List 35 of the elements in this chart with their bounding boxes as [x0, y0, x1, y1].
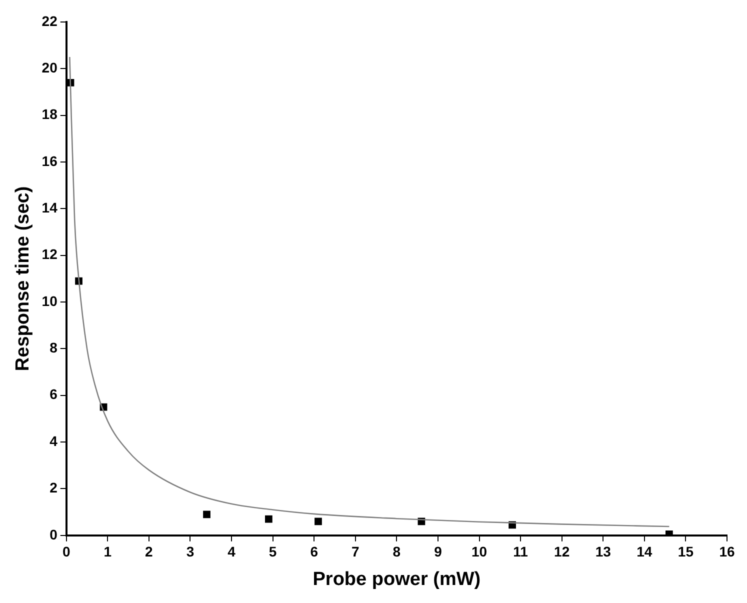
x-tick-label: 12	[554, 544, 570, 560]
x-tick-label: 4	[228, 544, 236, 560]
x-tick-label: 2	[145, 544, 154, 560]
y-tick-label: 12	[42, 246, 58, 262]
y-tick-label: 22	[42, 12, 58, 29]
x-axis-title: Probe power (mW)	[312, 568, 481, 590]
y-tick-label: 4	[50, 432, 58, 449]
x-tick-label: 6	[310, 544, 318, 560]
x-tick-label: 0	[62, 544, 70, 560]
y-tick-label: 20	[42, 60, 58, 76]
y-tick-label: 10	[42, 292, 58, 309]
point	[314, 518, 322, 526]
y-tick-label: 16	[42, 152, 58, 169]
y-tick-label: 2	[50, 480, 58, 496]
x-tick-label: 9	[434, 544, 442, 560]
x-tick-label: 1	[104, 544, 112, 560]
x-tick-label: 8	[392, 544, 401, 560]
x-tick-label: 7	[352, 544, 360, 560]
y-axis-title: Response time (sec)	[12, 186, 34, 372]
point	[203, 510, 210, 518]
x-tick-label: 5	[268, 544, 277, 560]
y-tick-label: 18	[42, 106, 58, 122]
y-tick-label: 14	[42, 200, 58, 216]
point	[265, 515, 272, 523]
x-tick-label: 15	[678, 544, 694, 560]
y-tick-label: 0	[50, 526, 58, 542]
y-tick-label: 6	[50, 386, 58, 402]
x-tick-label: 11	[513, 544, 528, 560]
x-tick-label: 14	[636, 544, 652, 560]
x-tick-label: 16	[719, 544, 735, 560]
x-tick-label: 10	[471, 544, 488, 560]
y-tick-label: 8	[50, 340, 58, 356]
x-tick-label: 3	[186, 544, 194, 560]
line-series	[69, 56, 670, 528]
x-tick-label: 13	[595, 544, 612, 560]
